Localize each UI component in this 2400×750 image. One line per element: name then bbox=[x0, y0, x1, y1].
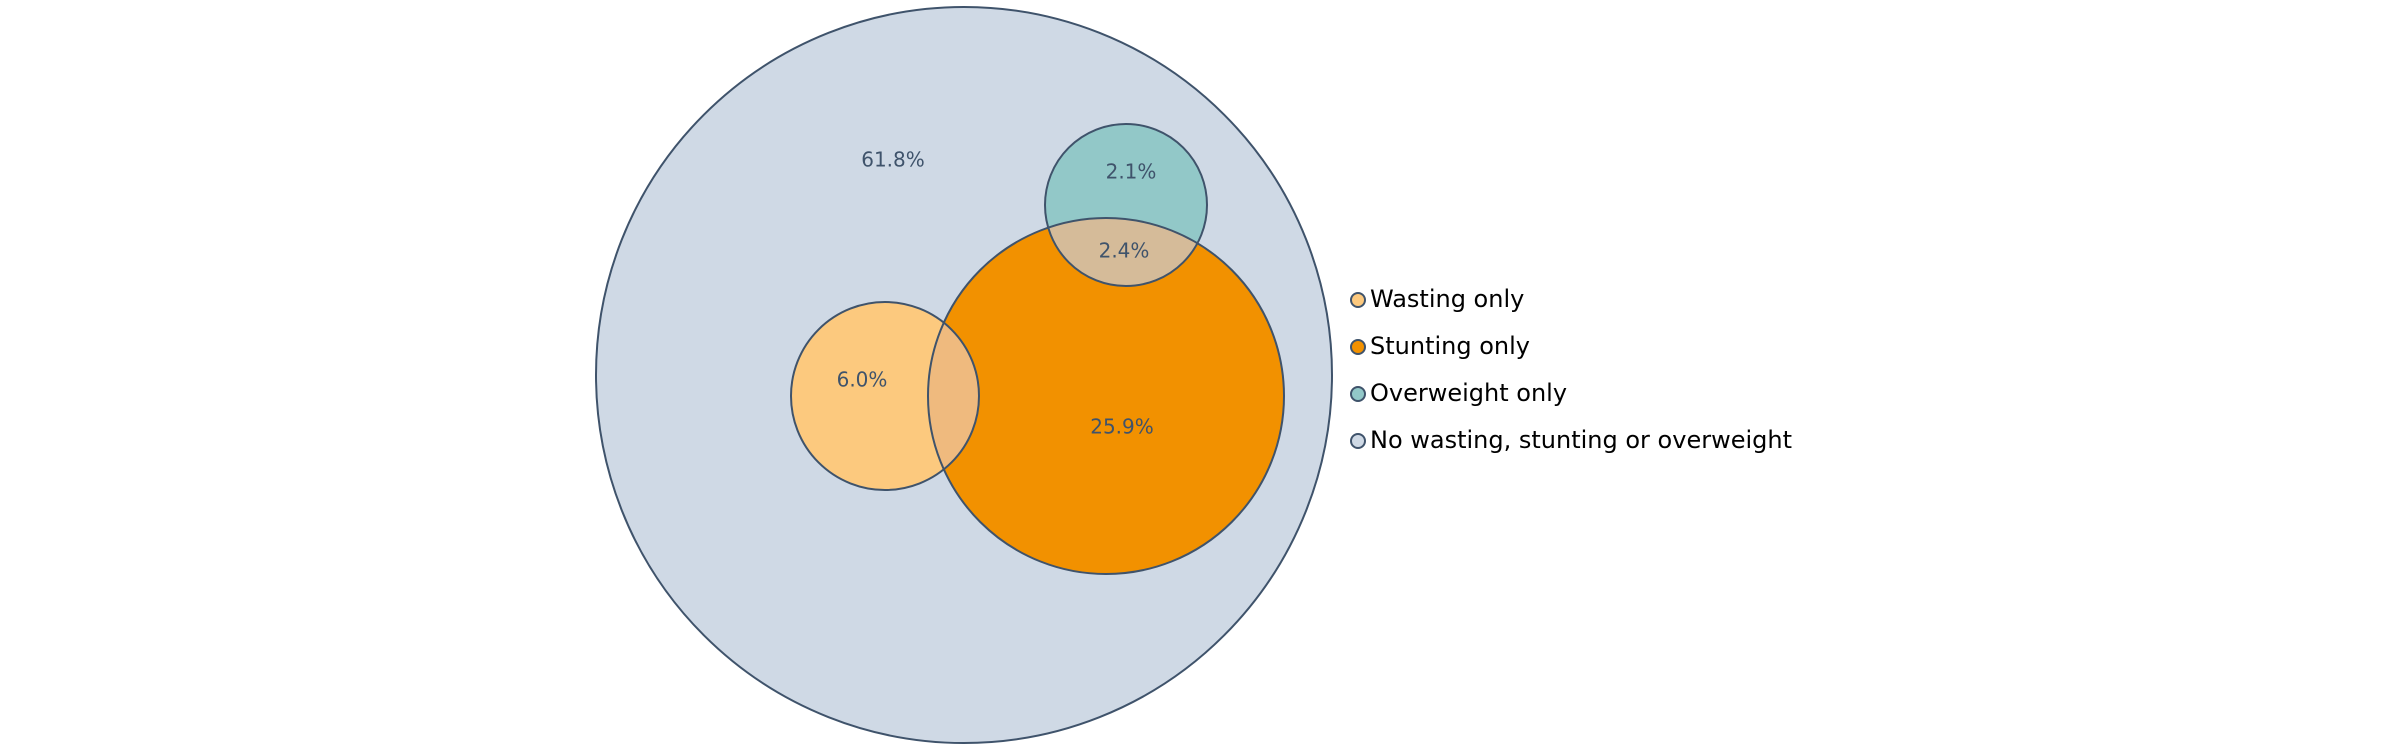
legend-label-stunting: Stunting only bbox=[1370, 332, 1530, 360]
legend-label-overweight: Overweight only bbox=[1370, 379, 1568, 407]
circle-stunting bbox=[928, 218, 1284, 574]
legend-swatch-overweight bbox=[1350, 385, 1366, 402]
legend-label-none: No wasting, stunting or overweight bbox=[1370, 426, 1792, 454]
legend-item-stunting: Stunting only bbox=[1350, 332, 1792, 360]
legend-swatch-wasting bbox=[1350, 291, 1366, 308]
legend-label-wasting: Wasting only bbox=[1370, 285, 1525, 313]
outline-wasting bbox=[790, 301, 980, 491]
outline-overweight bbox=[1044, 123, 1208, 287]
legend-item-overweight: Overweight only bbox=[1350, 379, 1792, 407]
label-stunting-overweight: 2.4% bbox=[1099, 239, 1150, 263]
outline-none bbox=[595, 6, 1333, 744]
label-none: 61.8% bbox=[861, 148, 925, 172]
legend: Wasting only Stunting only Overweight on… bbox=[1350, 285, 1792, 476]
label-wasting: 6.0% bbox=[837, 368, 888, 392]
legend-swatch-none bbox=[1350, 432, 1366, 449]
label-stunting: 25.9% bbox=[1090, 415, 1154, 439]
overlap-stunting-overweight bbox=[1045, 218, 1207, 286]
legend-item-none: No wasting, stunting or overweight bbox=[1350, 426, 1792, 454]
legend-item-wasting: Wasting only bbox=[1350, 285, 1792, 313]
label-overweight: 2.1% bbox=[1106, 160, 1157, 184]
outline-stunting bbox=[927, 217, 1285, 575]
circle-wasting bbox=[791, 302, 979, 490]
legend-swatch-stunting bbox=[1350, 338, 1366, 355]
